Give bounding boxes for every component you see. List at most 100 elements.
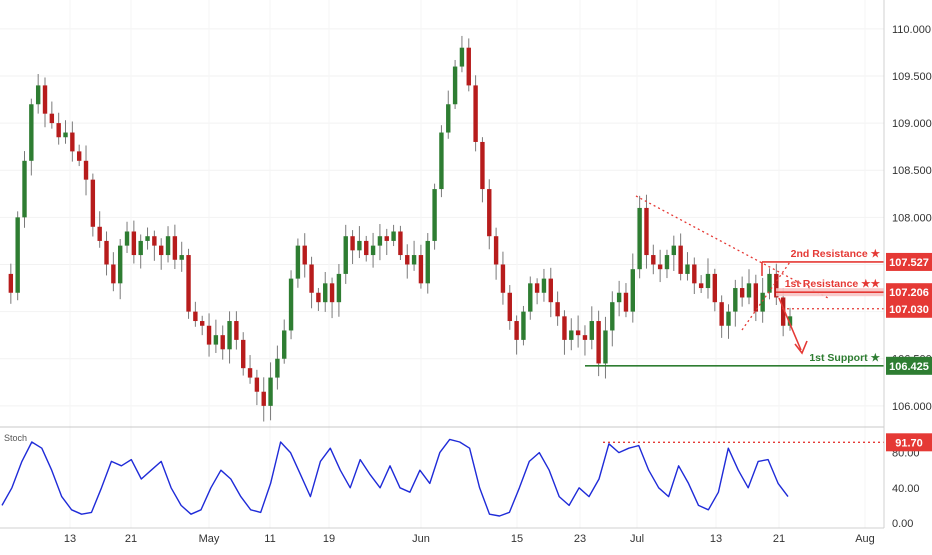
candle-body [726, 311, 731, 326]
projection-arrow-shaft [778, 297, 802, 351]
candle-body [302, 245, 307, 265]
candle-body [261, 391, 266, 406]
candle-body [637, 207, 642, 270]
candle-body [767, 273, 772, 293]
candle-body [405, 255, 410, 265]
price-label-box [886, 356, 932, 375]
x-tick-label: Jun [412, 533, 430, 545]
candle-body [630, 269, 635, 312]
x-tick-label: 13 [710, 533, 722, 545]
candle-body [480, 141, 485, 190]
candle-body [186, 255, 191, 312]
stoch-line [1, 438, 789, 517]
stoch-level-text: 91.70 [895, 437, 923, 449]
candle-body [343, 236, 348, 274]
candle-body [521, 311, 526, 340]
y-tick-label: 108.500 [892, 165, 932, 177]
candle-body [623, 292, 629, 312]
candle-body [234, 321, 239, 340]
candle-body [206, 325, 212, 345]
candle-body [35, 85, 41, 105]
candle-body [398, 231, 403, 256]
candle-body [459, 47, 465, 67]
candle-body [671, 245, 677, 256]
candle-body [589, 321, 594, 340]
candle-body [90, 179, 96, 227]
level-name-label: 2nd Resistance ★ [791, 248, 881, 260]
candle-body [200, 321, 205, 326]
x-tick-label: 11 [264, 533, 275, 545]
candle-body [787, 316, 793, 326]
candle-body [719, 302, 724, 326]
candle-body [493, 236, 499, 265]
candle-body [425, 240, 430, 284]
candle-body [309, 264, 314, 293]
candle-body [548, 278, 553, 303]
candle-body [391, 231, 396, 241]
stoch-title: Stoch [4, 433, 27, 443]
candle-body [411, 255, 417, 265]
candle-body [111, 264, 116, 284]
x-tick-label: 21 [125, 533, 137, 545]
candle-body [268, 377, 273, 406]
candle-body [172, 236, 178, 260]
price-label-text: 107.527 [889, 257, 929, 269]
level-name-label: 1st Resistance ★★ [785, 278, 881, 290]
candle-body [145, 236, 150, 241]
candle-body [63, 132, 68, 138]
x-tick-label: 13 [64, 533, 76, 545]
candle-body [323, 283, 328, 303]
candle-body [678, 245, 683, 274]
triangle-lower-line [741, 261, 791, 331]
candle-body [582, 335, 588, 340]
candle-body [56, 123, 61, 138]
y-tick-label: 109.500 [892, 71, 932, 83]
overlays [585, 195, 884, 367]
x-tick-label: Jul [630, 533, 644, 545]
main-grid [0, 28, 884, 407]
x-tick-label: May [199, 533, 220, 545]
candle-body [466, 47, 471, 86]
price-labels: 107.527 2nd Resistance ★ 107.206 1st Resist… [785, 248, 932, 452]
candle-body [329, 283, 335, 303]
candle-body [555, 302, 560, 317]
candle-body [49, 113, 55, 124]
candle-body [220, 335, 225, 350]
candle-body [651, 255, 656, 265]
price-label-box [886, 252, 932, 271]
price-label-box [886, 299, 932, 318]
y-tick-label: 109.000 [892, 118, 932, 130]
candle-body [193, 311, 198, 322]
candle-body [657, 264, 663, 270]
candle-body [131, 231, 137, 256]
candle-body [644, 207, 649, 256]
candle-body [780, 297, 786, 326]
candle-body [774, 273, 779, 298]
candle-body [159, 245, 164, 256]
candle-body [698, 283, 704, 289]
candle-body [692, 264, 697, 284]
candle-body [138, 240, 143, 256]
price-label-text: 107.206 [889, 287, 929, 299]
candle-body [42, 85, 48, 114]
plot-background [0, 0, 884, 550]
candle-body [739, 288, 745, 298]
candle-body [712, 273, 718, 303]
candle-body [446, 104, 451, 133]
candle-body [15, 217, 20, 293]
candle-body [575, 330, 581, 336]
candle-body [104, 240, 109, 265]
candle-body [22, 160, 27, 218]
projection-arrow-head [794, 340, 808, 355]
candle-body [685, 264, 690, 274]
x-tick-label: 23 [574, 533, 586, 545]
candle-body [350, 236, 355, 251]
x-axis: 13 21 May 11 19 Jun 15 23 Jul 13 21 Aug [64, 533, 875, 545]
candle-body [487, 189, 492, 237]
y-tick-label: 106.000 [892, 401, 932, 413]
candle-body [295, 245, 301, 279]
candle-body [288, 278, 294, 331]
y-tick-label: 110.000 [892, 24, 931, 36]
price-label-text: 106.425 [889, 361, 929, 373]
